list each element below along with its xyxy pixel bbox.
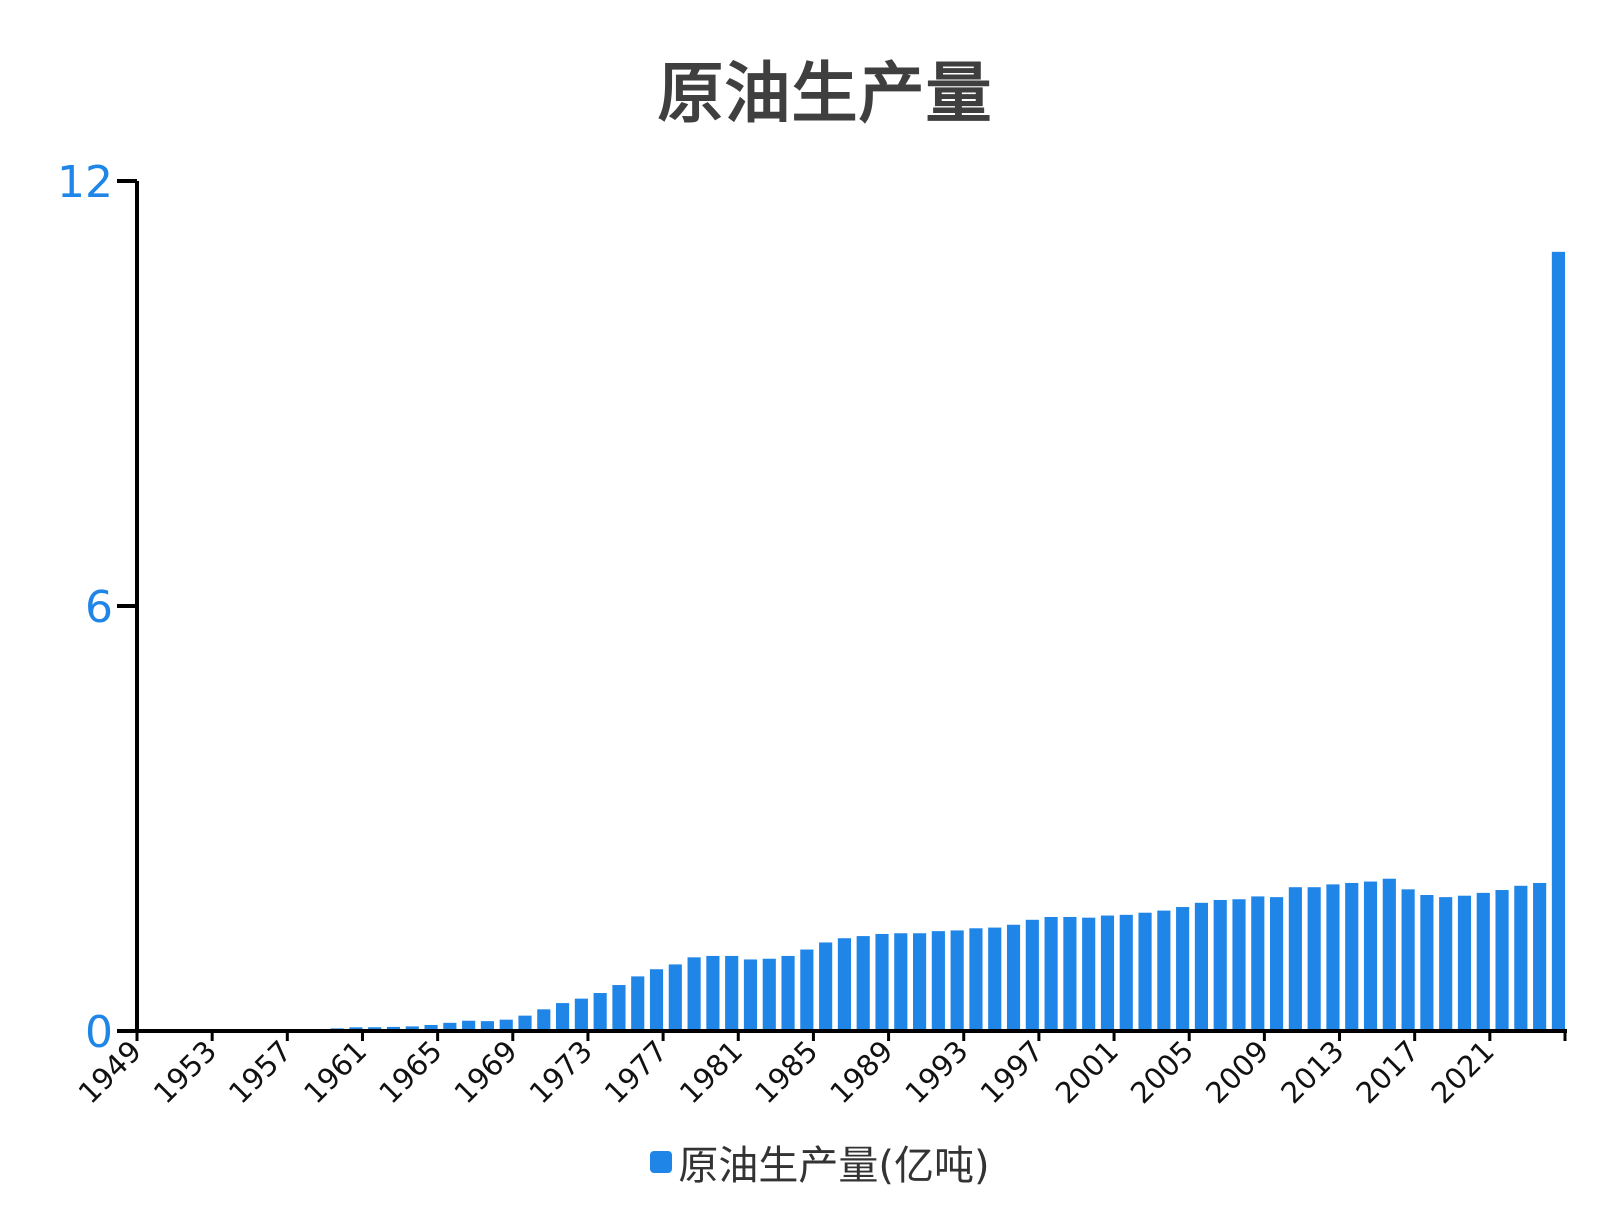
bar-1982	[762, 958, 776, 1031]
bar-2009	[1270, 897, 1284, 1032]
y-ticks: 0 6 12	[57, 157, 137, 1058]
bar-1994	[988, 927, 1002, 1031]
bar-1968	[499, 1019, 513, 1031]
bar-1984	[800, 949, 814, 1031]
bar-2010	[1288, 887, 1302, 1031]
x-tick-label-2001: 2001	[1049, 1034, 1125, 1110]
bar-1993	[969, 928, 983, 1031]
bar-1985	[819, 942, 833, 1031]
bar-2000	[1100, 915, 1115, 1031]
x-tick-label-1957: 1957	[222, 1034, 298, 1110]
bar-2006	[1213, 899, 1227, 1031]
bar-2014	[1363, 881, 1378, 1031]
bar-1986	[837, 938, 851, 1031]
bar-2018	[1439, 897, 1453, 1032]
y-tick-label-0: 0	[85, 1007, 113, 1058]
bar-1991	[931, 931, 945, 1032]
bar-1978	[687, 957, 701, 1031]
x-tick-label-2013: 2013	[1274, 1034, 1350, 1110]
bar-1975	[631, 976, 645, 1031]
bar-1996	[1025, 919, 1039, 1031]
bar-2022	[1514, 885, 1528, 1031]
bar-2019	[1457, 895, 1472, 1031]
x-ticks: 1949195319571961196519691973197719811985…	[72, 1031, 1567, 1110]
bars	[142, 251, 1565, 1032]
chart-title: 原油生产量	[657, 55, 993, 132]
y-tick-label-6: 6	[85, 582, 113, 633]
bar-1995	[1006, 924, 1021, 1031]
x-tick-label-1989: 1989	[823, 1034, 899, 1110]
bar-2004	[1176, 907, 1190, 1031]
y-tick-label-12: 12	[57, 157, 113, 208]
bar-1976	[649, 969, 664, 1031]
bar-1999	[1082, 917, 1096, 1031]
legend-label: 原油生产量(亿吨)	[678, 1143, 990, 1189]
bar-1977	[668, 964, 682, 1031]
bar-2003	[1157, 910, 1171, 1031]
bar-1964	[424, 1024, 438, 1031]
bar-2017	[1420, 895, 1434, 1031]
bar-1971	[556, 1003, 570, 1031]
bar-2024	[1551, 251, 1565, 1031]
bar-1987	[856, 936, 870, 1031]
x-tick-label-2005: 2005	[1124, 1034, 1200, 1110]
bar-2011	[1307, 887, 1321, 1031]
x-tick-label-2021: 2021	[1425, 1034, 1501, 1110]
bar-1969	[518, 1015, 532, 1031]
bar-1972	[574, 998, 588, 1031]
bar-2007	[1232, 899, 1246, 1031]
bar-1970	[537, 1009, 551, 1031]
bar-2008	[1251, 896, 1265, 1031]
x-tick-label-1973: 1973	[523, 1034, 599, 1110]
x-tick-label-1965: 1965	[372, 1034, 448, 1110]
bar-2020	[1476, 892, 1490, 1032]
bar-1983	[781, 955, 795, 1031]
bar-1963	[405, 1026, 419, 1031]
bar-2016	[1401, 889, 1415, 1031]
bar-2012	[1326, 884, 1340, 1032]
bar-1979	[706, 955, 720, 1031]
x-tick-label-1953: 1953	[147, 1034, 223, 1110]
bar-1974	[612, 985, 626, 1031]
bar-2015	[1382, 878, 1396, 1031]
bar-2001	[1119, 914, 1133, 1031]
bar-2013	[1345, 882, 1359, 1031]
x-tick-label-1981: 1981	[673, 1034, 749, 1110]
bar-2021	[1495, 890, 1509, 1031]
legend-swatch	[650, 1151, 673, 1173]
x-tick-label-2017: 2017	[1349, 1034, 1425, 1110]
bar-1967	[480, 1021, 494, 1031]
bar-1990	[913, 933, 927, 1031]
bar-1992	[950, 930, 964, 1031]
bar-1973	[593, 993, 607, 1031]
bar-2002	[1138, 912, 1152, 1031]
bar-1988	[875, 933, 889, 1031]
bar-1998	[1063, 916, 1077, 1031]
bar-1962	[386, 1026, 401, 1031]
bar-1965	[443, 1022, 457, 1031]
bar-1966	[462, 1020, 476, 1031]
x-tick-label-1969: 1969	[448, 1034, 524, 1110]
x-tick-label-2009: 2009	[1199, 1034, 1275, 1110]
x-tick-label-1993: 1993	[898, 1034, 974, 1110]
x-tick-label-1985: 1985	[748, 1034, 824, 1110]
legend[interactable]: 原油生产量(亿吨)	[0, 1133, 1620, 1191]
bar-1981	[743, 959, 758, 1031]
bar-1980	[725, 955, 739, 1031]
x-tick-label-1977: 1977	[598, 1034, 674, 1110]
bar-2005	[1194, 902, 1208, 1031]
x-tick-label-1997: 1997	[974, 1034, 1050, 1110]
x-tick-label-1961: 1961	[297, 1034, 373, 1110]
bar-2023	[1533, 882, 1547, 1031]
bar-1989	[894, 933, 908, 1031]
bar-1997	[1044, 916, 1058, 1031]
